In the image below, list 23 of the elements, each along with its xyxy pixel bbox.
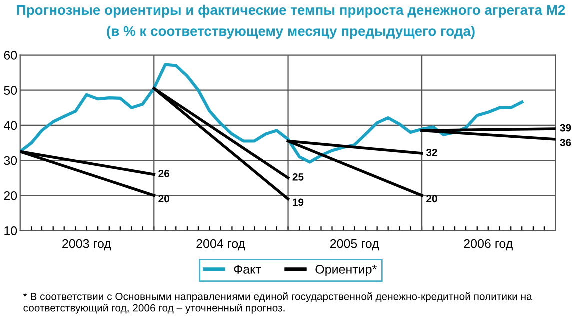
data-label: 36 bbox=[560, 139, 572, 146]
data-label: 19 bbox=[293, 198, 304, 206]
y-tick-label: 20 bbox=[4, 191, 18, 200]
text: * В соответствии с Основными направлениями единой государственной денежно-кредитной политики на соответствующий год, 2006 год – уточненный прогноз. bbox=[23, 292, 532, 314]
y-tick-label: 10 bbox=[4, 226, 18, 236]
x-tick-label: 2004 год bbox=[196, 239, 246, 251]
data-label: 25 bbox=[292, 174, 304, 181]
legend-label: Ориентир* bbox=[316, 265, 377, 276]
x-tick-label: 2006 год bbox=[464, 239, 513, 251]
data-label: 20 bbox=[158, 195, 170, 203]
data-label: 26 bbox=[158, 170, 170, 178]
y-tick-label: 50 bbox=[4, 86, 18, 95]
chart-title: Прогнозные ориентиры и фактические темпы прироста денежного агрегата М2 bbox=[17, 4, 566, 18]
data-label: 20 bbox=[426, 195, 438, 203]
y-tick-label: 40 bbox=[4, 121, 18, 130]
data-label: 32 bbox=[426, 148, 438, 156]
legend-label: Факт bbox=[234, 265, 262, 274]
chart-subtitle: (в % к соответствующему месяцу предыдущего года) bbox=[107, 26, 475, 39]
x-tick-label: 2003 год bbox=[62, 239, 112, 251]
x-tick-label: 2005 год bbox=[330, 239, 380, 251]
y-tick-label: 60 bbox=[4, 51, 18, 60]
y-tick-label: 30 bbox=[4, 156, 18, 166]
data-label: 39 bbox=[560, 124, 572, 132]
